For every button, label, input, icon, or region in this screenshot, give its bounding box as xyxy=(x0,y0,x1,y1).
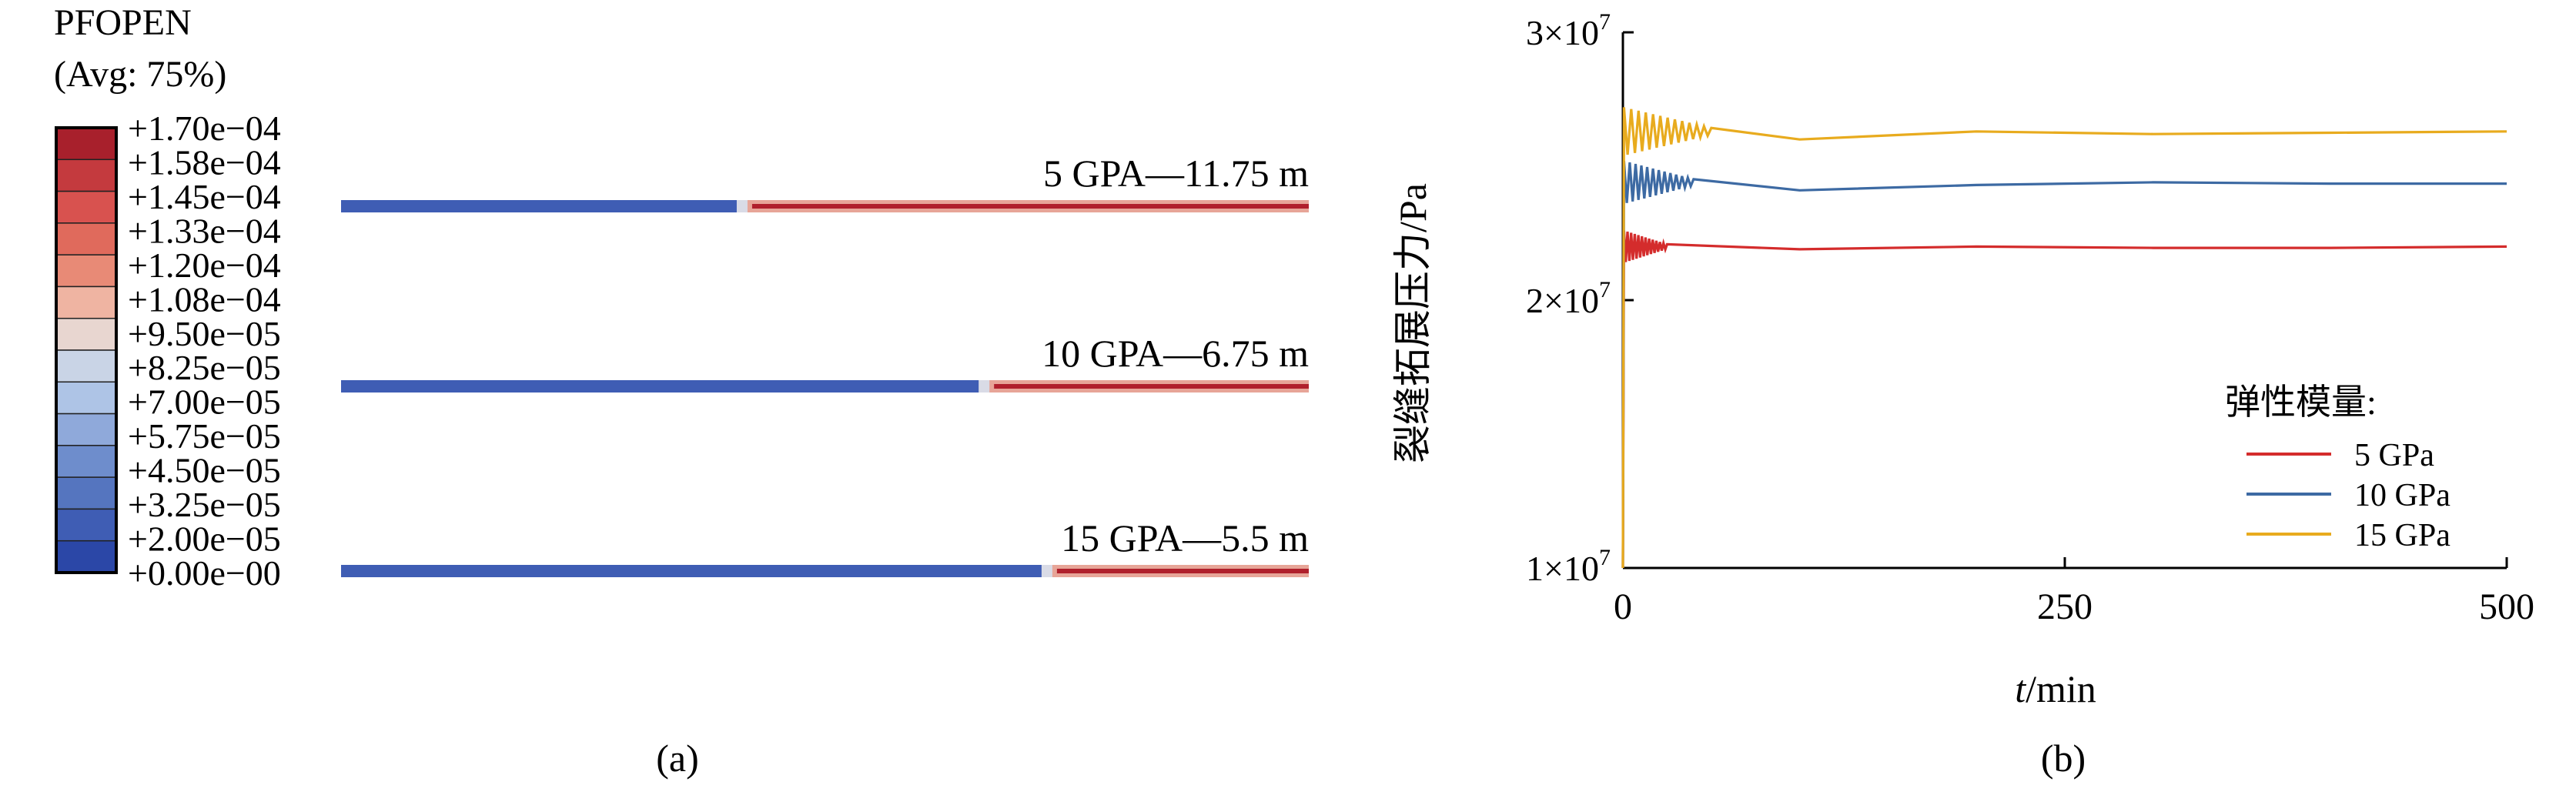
legend-subtitle: (Avg: 75%) xyxy=(54,54,226,95)
colorbar-swatch xyxy=(55,127,117,161)
fracture-label: 15 GPA—5.5 m xyxy=(1061,516,1309,560)
fracture-label: 5 GPA—11.75 m xyxy=(1043,152,1309,195)
colorbar-label: +0.00e−00 xyxy=(128,553,281,593)
colorbar-label: +9.50e−05 xyxy=(128,314,281,353)
colorbar-label: +2.00e−05 xyxy=(128,519,281,559)
legend-title: PFOPEN xyxy=(54,2,192,43)
fracture-closed-segment xyxy=(341,565,1052,577)
series-line xyxy=(1621,160,2507,569)
fracture-open-core xyxy=(994,384,1309,389)
colorbar xyxy=(55,126,118,574)
colorbar-swatch xyxy=(55,539,117,573)
fracture-label: 10 GPA—6.75 m xyxy=(1042,332,1309,375)
y-tick-label: 2×107 xyxy=(1526,277,1611,320)
fractures: 5 GPA—11.75 m 10 GPA—6.75 m 15 GPA—5.5 m xyxy=(341,152,1309,577)
caption-b: (b) xyxy=(2041,737,2086,780)
x-axis-label-italic: t xyxy=(2015,667,2026,710)
colorbar-label: +4.50e−05 xyxy=(128,451,281,490)
x-ticks: 0 250 500 xyxy=(1614,557,2534,627)
colorbar-label: +5.75e−05 xyxy=(128,416,281,456)
caption-a: (a) xyxy=(656,737,699,780)
series-line xyxy=(1621,107,2507,569)
legend-label: 15 GPa xyxy=(2354,518,2451,553)
colorbar-swatch xyxy=(55,286,117,319)
colorbar-label: +1.08e−04 xyxy=(128,279,281,319)
fracture: 15 GPA—5.5 m xyxy=(341,516,1309,577)
colorbar-swatch xyxy=(55,508,117,542)
colorbar-swatch xyxy=(55,413,117,446)
y-axis-label: 裂缝拓展压力/Pa xyxy=(1391,183,1434,463)
colorbar-swatch xyxy=(55,317,117,351)
y-tick-label: 3×107 xyxy=(1526,9,1611,52)
colorbar-label: +1.33e−04 xyxy=(128,211,281,250)
colorbar-swatch xyxy=(55,159,117,192)
colorbar-swatch xyxy=(55,222,117,256)
colorbar-label: +7.00e−05 xyxy=(128,382,281,422)
panel-a-fracture-contours: PFOPEN (Avg: 75%) +1.70e−04+1.58e−04+1.4… xyxy=(54,2,1309,780)
series-line xyxy=(1621,230,2507,569)
legend-label: 5 GPa xyxy=(2354,438,2434,473)
colorbar-swatch xyxy=(55,349,117,383)
colorbar-swatch xyxy=(55,476,117,510)
x-axis-label-rest: /min xyxy=(2026,667,2096,710)
y-tick-label: 1×107 xyxy=(1526,545,1611,588)
colorbar-swatch xyxy=(55,254,117,288)
series-lines xyxy=(1621,107,2507,569)
fracture: 10 GPA—6.75 m xyxy=(341,332,1309,392)
legend-label: 10 GPa xyxy=(2354,478,2451,513)
colorbar-label: +8.25e−05 xyxy=(128,348,281,387)
fracture-closed-segment xyxy=(341,380,990,392)
legend-items: 5 GPa 10 GPa 15 GPa xyxy=(2246,438,2451,553)
colorbar-label: +1.70e−04 xyxy=(128,109,281,148)
colorbar-label: +1.45e−04 xyxy=(128,177,281,216)
x-tick-label: 0 xyxy=(1614,586,1632,627)
fracture: 5 GPA—11.75 m xyxy=(341,152,1309,212)
fracture-closed-segment xyxy=(341,200,748,212)
legend-heading: 弹性模量: xyxy=(2225,382,2377,422)
fracture-open-core xyxy=(751,204,1309,209)
colorbar-label: +3.25e−05 xyxy=(128,485,281,524)
fracture-open-core xyxy=(1056,569,1309,573)
colorbar-swatch xyxy=(55,190,117,224)
colorbar-labels: +1.70e−04+1.58e−04+1.45e−04+1.33e−04+1.2… xyxy=(128,109,281,593)
x-axis-label: t/min xyxy=(2015,667,2096,710)
y-ticks: 1×107 2×107 3×107 xyxy=(1526,9,1634,588)
colorbar-label: +1.20e−04 xyxy=(128,246,281,285)
colorbar-swatch xyxy=(55,381,117,415)
x-tick-label: 500 xyxy=(2479,586,2534,627)
colorbar-frame xyxy=(55,126,118,574)
colorbar-swatch xyxy=(55,445,117,478)
colorbar-label: +1.58e−04 xyxy=(128,142,281,182)
x-tick-label: 250 xyxy=(2037,586,2093,627)
legend: 弹性模量: 5 GPa 10 GPa 15 GPa xyxy=(2225,382,2451,553)
